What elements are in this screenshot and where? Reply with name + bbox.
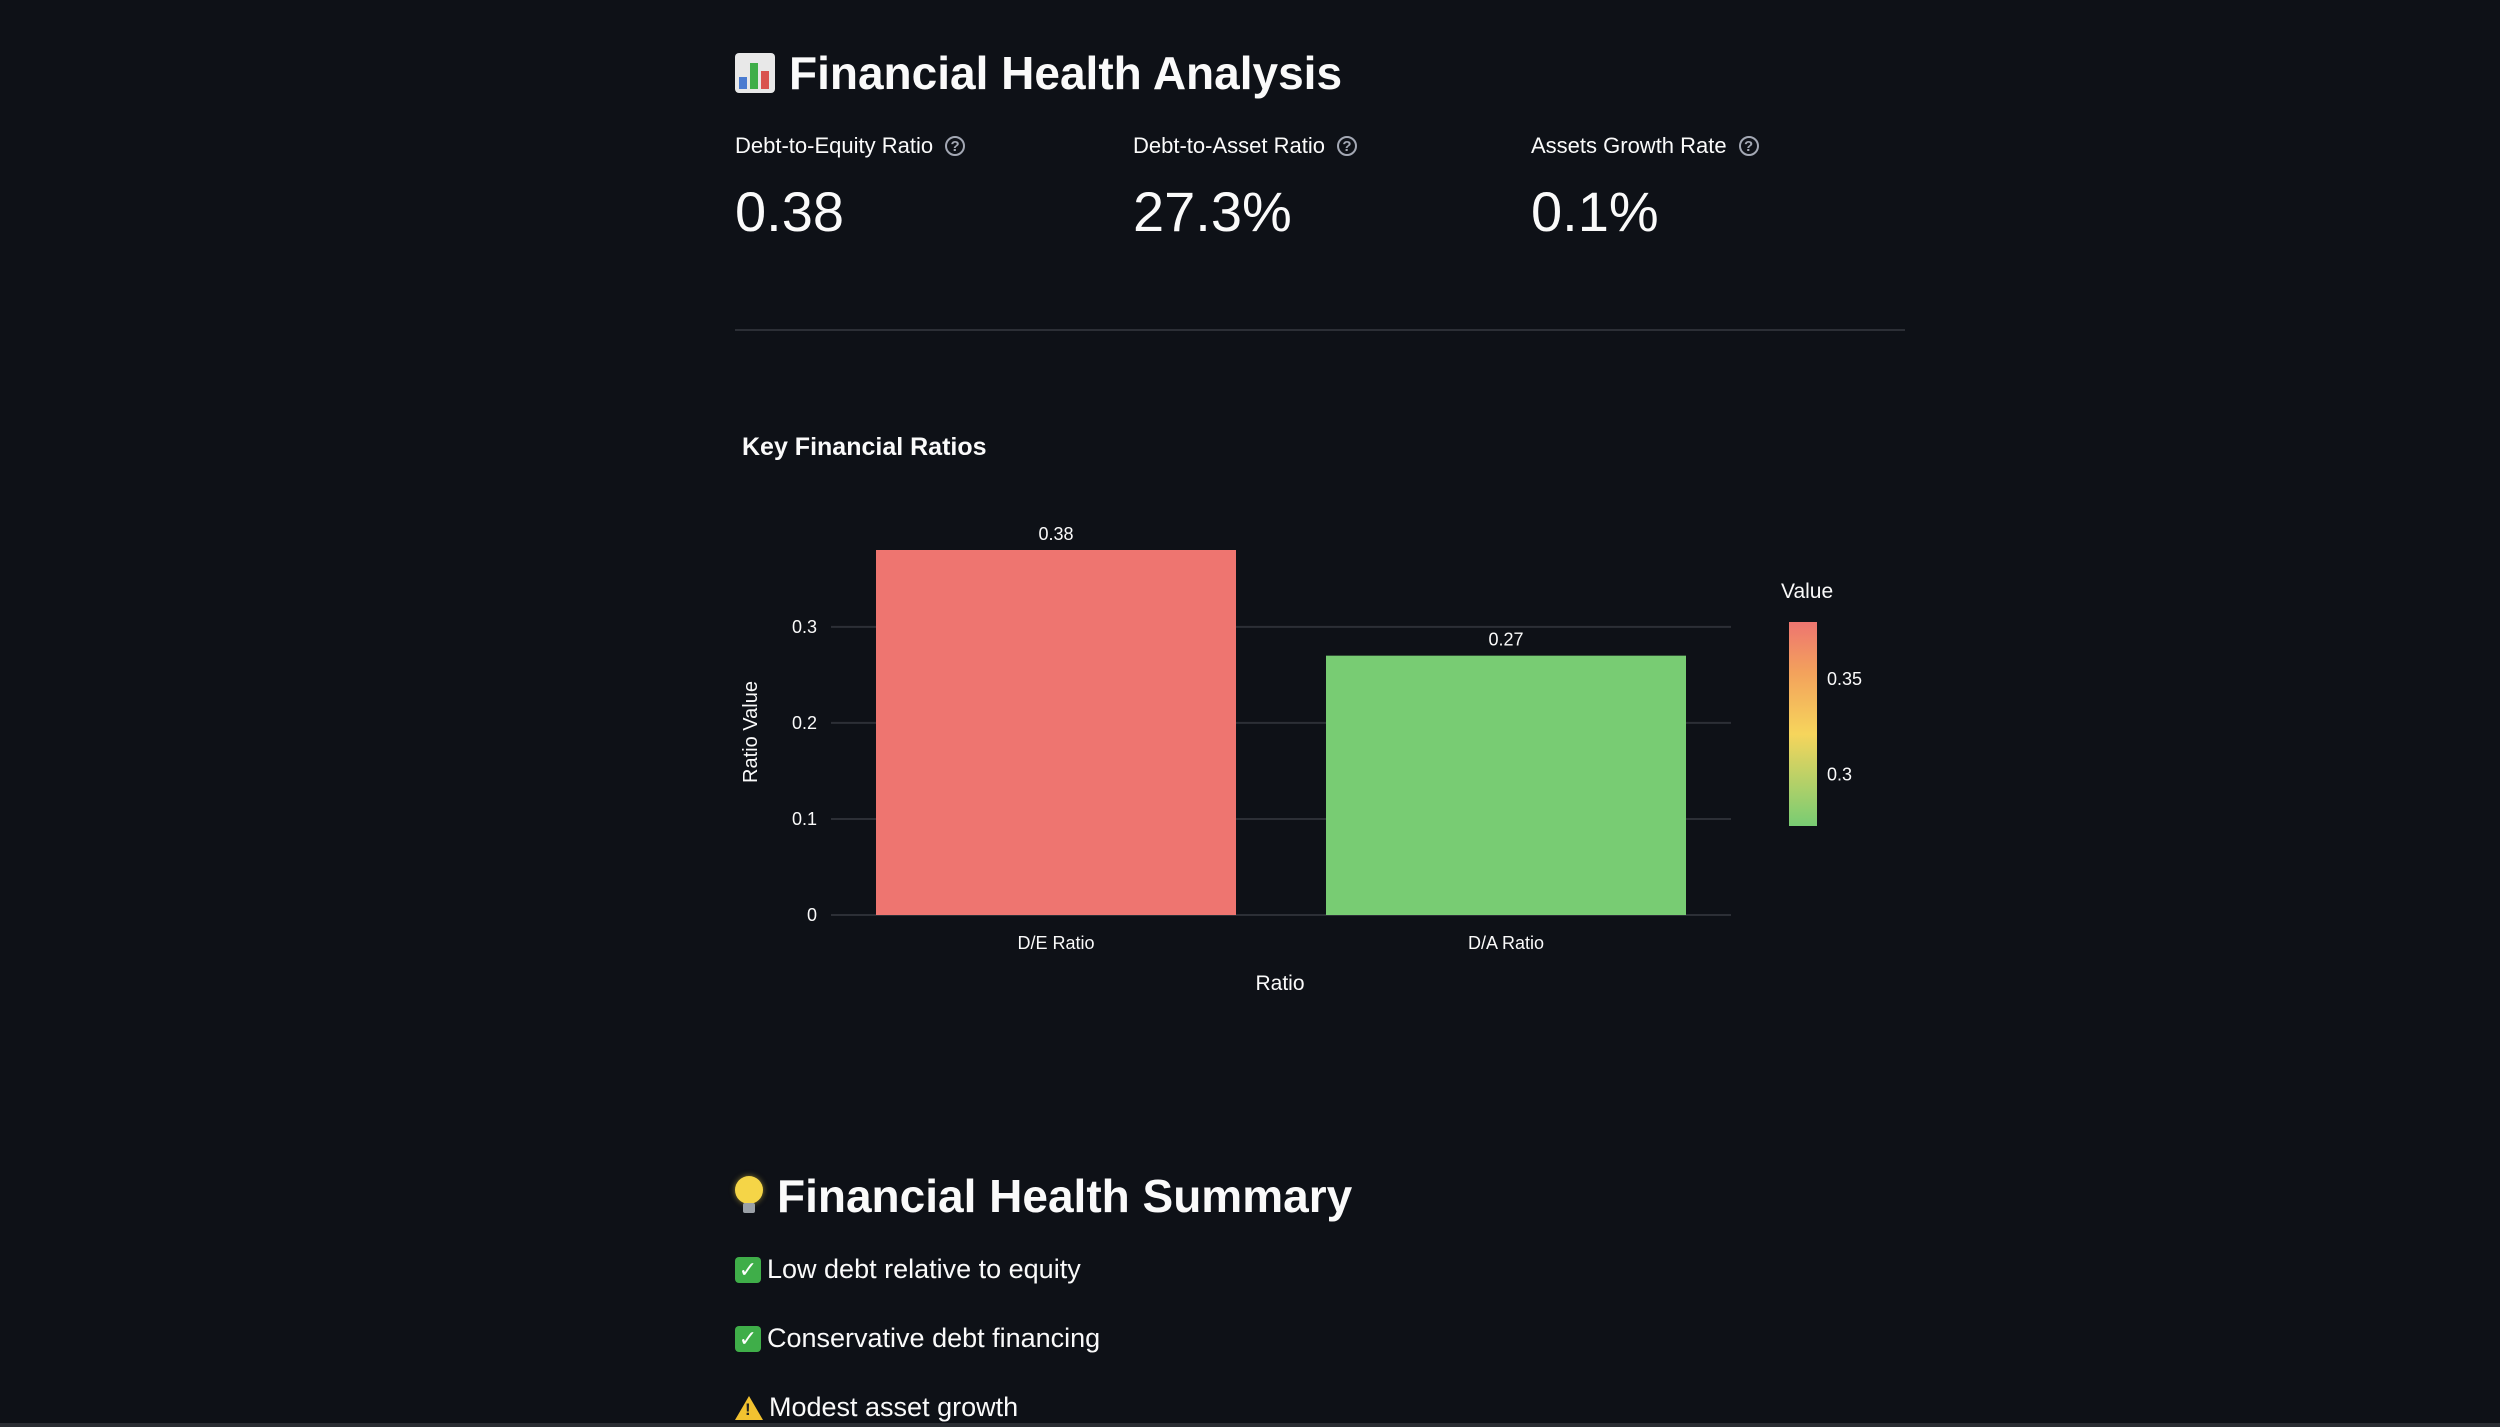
metric-label: Debt-to-Equity Ratio (735, 133, 934, 158)
colorbar-title: Value (1781, 580, 1833, 603)
metric-value: 0.1% (1531, 180, 1659, 243)
help-icon[interactable]: ? (1336, 136, 1357, 156)
summary-item: ✓ Conservative debt financing (735, 1323, 1100, 1354)
check-icon: ✓ (735, 1325, 761, 1352)
summary-item: ✓ Low debt relative to equity (735, 1254, 1081, 1285)
window-bottom-edge (0, 1423, 2500, 1427)
y-axis-label: Ratio Value (740, 681, 762, 783)
metric-value: 27.3% (1133, 180, 1292, 243)
page-title: Financial Health Analysis (735, 38, 1342, 108)
bar-data-label: 0.27 (1488, 630, 1523, 650)
summary-item: Modest asset growth (735, 1392, 1018, 1423)
bar-chart-icon (735, 53, 775, 93)
bar-2[interactable] (1326, 655, 1686, 915)
x-tick-label: D/A Ratio (1468, 933, 1544, 953)
ratios-chart[interactable]: Key Financial Ratios 0 0.1 0.2 0.3 0.38 D/E … (735, 420, 1905, 1020)
metric-debt-to-asset: Debt-to-Asset Ratio ? 27.3% (1133, 128, 1357, 240)
summary-item-text: Conservative debt financing (767, 1323, 1101, 1353)
y-tick-label: 0.3 (792, 617, 817, 637)
bar-1[interactable] (876, 550, 1236, 915)
page-title-text: Financial Health Analysis (789, 47, 1343, 99)
y-tick-label: 0.1 (792, 809, 817, 829)
lightbulb-icon (735, 1176, 763, 1216)
summary-title-text: Financial Health Summary (777, 1170, 1353, 1222)
chart-title: Key Financial Ratios (742, 433, 987, 461)
section-divider (735, 329, 1905, 331)
summary-item-text: Modest asset growth (769, 1392, 1019, 1422)
ratios-chart-svg[interactable]: Key Financial Ratios 0 0.1 0.2 0.3 0.38 D/E … (735, 420, 1905, 1020)
bar-data-label: 0.38 (1038, 524, 1073, 544)
summary-item-text: Low debt relative to equity (767, 1254, 1081, 1284)
y-tick-label: 0.2 (792, 713, 817, 733)
check-icon: ✓ (735, 1256, 761, 1283)
colorbar (1789, 622, 1817, 826)
metric-label: Assets Growth Rate (1531, 133, 1727, 158)
metric-debt-to-equity: Debt-to-Equity Ratio ? 0.38 (735, 128, 966, 243)
colorbar-tick-label: 0.35 (1827, 669, 1862, 689)
summary-title: Financial Health Summary (735, 1161, 1352, 1231)
metric-assets-growth: Assets Growth Rate ? 0.1% (1531, 128, 1759, 240)
colorbar-tick-label: 0.3 (1827, 765, 1852, 785)
warning-icon (735, 1395, 763, 1420)
y-tick-label: 0 (807, 905, 817, 925)
x-axis-label: Ratio (1255, 972, 1304, 995)
help-icon[interactable]: ? (945, 136, 966, 156)
help-icon[interactable]: ? (1738, 136, 1759, 156)
x-tick-label: D/E Ratio (1017, 933, 1094, 953)
metric-value: 0.38 (735, 180, 844, 243)
metric-label: Debt-to-Asset Ratio (1133, 133, 1325, 158)
